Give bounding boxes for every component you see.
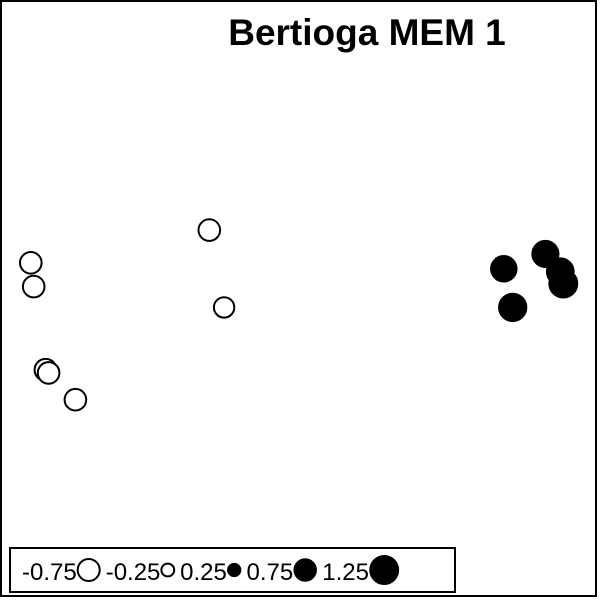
legend: -0.75 -0.25 0.25 0.75 1.25 — [9, 547, 456, 593]
chart-title: Bertioga MEM 1 — [228, 12, 506, 53]
negative-bubble-5 — [63, 387, 88, 412]
negative-bubble-1 — [19, 250, 43, 275]
legend-items: -0.75 -0.25 0.25 0.75 1.25 — [22, 555, 400, 586]
legend-label-3: 0.25 — [180, 559, 227, 586]
points-layer — [19, 218, 579, 412]
legend-label-1: -0.75 — [22, 559, 77, 586]
legend-label-2: -0.25 — [106, 559, 161, 586]
positive-bubble-11 — [548, 268, 579, 299]
negative-bubble-2 — [21, 274, 46, 299]
negative-bubble-4 — [36, 361, 61, 385]
legend-symbol-2 — [160, 562, 176, 578]
legend-label-4: 0.75 — [247, 559, 294, 586]
negative-bubble-6 — [197, 218, 222, 242]
legend-symbol-3 — [227, 562, 242, 578]
legend-symbol-4 — [293, 558, 317, 582]
positive-bubble-12 — [498, 292, 528, 323]
legend-symbol-1 — [76, 558, 101, 582]
legend-symbol-5 — [369, 555, 400, 585]
legend-label-5: 1.25 — [322, 559, 369, 586]
negative-bubble-7 — [212, 296, 236, 319]
positive-bubble-8 — [490, 255, 518, 283]
